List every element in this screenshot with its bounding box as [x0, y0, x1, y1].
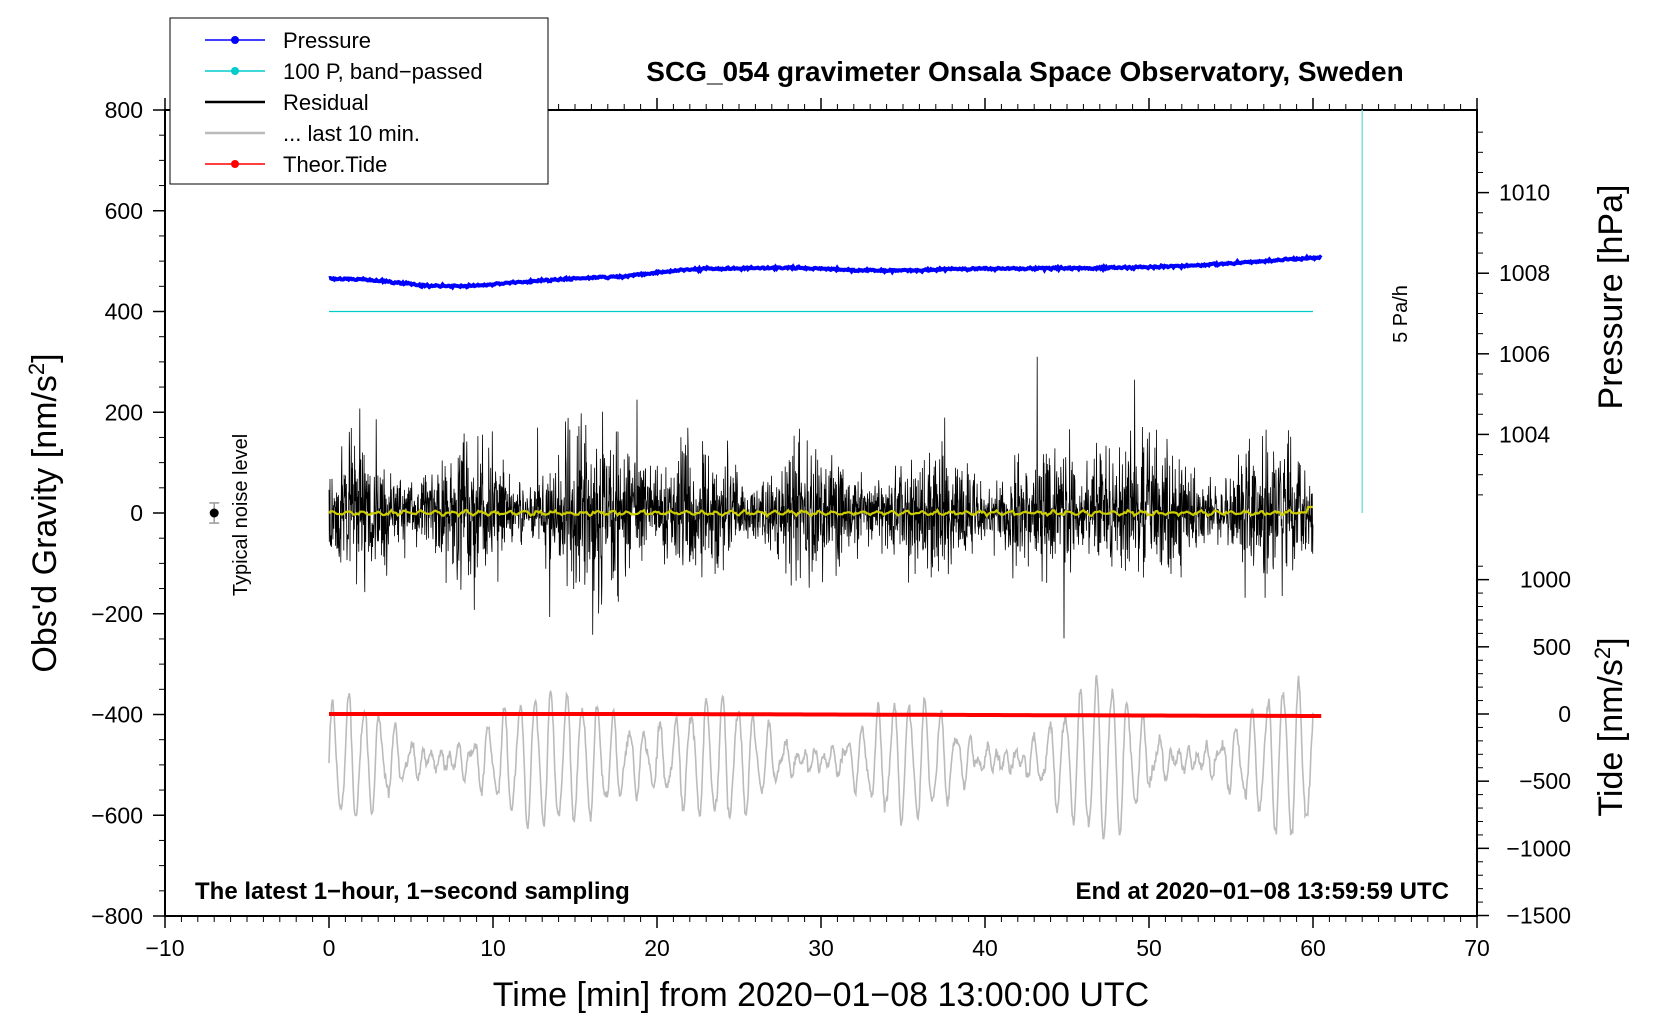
x-tick-label: 0: [323, 935, 336, 961]
x-tick-label: 10: [480, 935, 506, 961]
series-residual-smoothed: [328, 505, 1313, 519]
y-tick-label: −400: [91, 702, 143, 728]
y-axis-label-left: Obs'd Gravity [nm/s2]: [24, 353, 65, 672]
x-tick-label: 70: [1464, 935, 1490, 961]
tide-tick-label: −1000: [1506, 835, 1571, 861]
x-tick-label: 40: [972, 935, 998, 961]
legend-label-residual: Residual: [283, 90, 369, 115]
legend: Pressure 100 P, band−passed Residual ...…: [169, 17, 549, 185]
series-residual: [328, 356, 1314, 639]
series-last-10-min: [328, 674, 1314, 840]
pressure-tick-label: 1004: [1499, 421, 1550, 447]
y-tick-label: −800: [91, 903, 143, 929]
x-tick-label: 50: [1136, 935, 1162, 961]
noise-point: [209, 508, 219, 518]
pressure-tick-label: 1010: [1499, 180, 1550, 206]
rate-marker-label: 5 Pa/h: [1390, 285, 1412, 343]
legend-marker-tide: [231, 160, 239, 168]
x-tick-label: −10: [145, 935, 184, 961]
annotation-right: End at 2020−01−08 13:59:59 UTC: [1075, 878, 1449, 905]
y-tick-label: 0: [130, 500, 143, 526]
noise-level-marker: [209, 502, 220, 524]
annotation-left: The latest 1−hour, 1−second sampling: [195, 878, 630, 905]
y-tick-label: 600: [105, 198, 143, 224]
y-axis-label-pressure: Pressure [hPa]: [1592, 185, 1630, 410]
legend-label-last10: ... last 10 min.: [283, 121, 420, 146]
legend-label-tide: Theor.Tide: [283, 152, 387, 177]
chart-title: SCG_054 gravimeter Onsala Space Observat…: [646, 56, 1403, 87]
pressure-tick-label: 1008: [1499, 260, 1550, 286]
x-tick-label: 20: [644, 935, 670, 961]
tide-tick-label: −500: [1519, 768, 1571, 794]
legend-label-pressure: Pressure: [283, 28, 371, 53]
y-axis-label-tide: Tide [nm/s2]: [1590, 637, 1631, 816]
legend-marker-bandpass: [231, 67, 239, 75]
x-tick-label: 60: [1300, 935, 1326, 961]
series-theor-tide: [329, 712, 1322, 718]
y-tick-label: 400: [105, 299, 143, 325]
y-tick-label: −200: [91, 601, 143, 627]
x-tick-label: 30: [808, 935, 834, 961]
series-pressure: [328, 253, 1323, 291]
tide-tick-label: 1000: [1520, 567, 1571, 593]
x-axis-label: Time [min] from 2020−01−08 13:00:00 UTC: [493, 976, 1149, 1014]
pressure-tick-label: 1006: [1499, 341, 1550, 367]
tide-tick-label: −1500: [1506, 903, 1571, 929]
y-tick-label: 800: [105, 97, 143, 123]
y-tick-label: −600: [91, 802, 143, 828]
noise-level-label: Typical noise level: [230, 434, 252, 596]
y-tick-label: 200: [105, 399, 143, 425]
tide-tick-label: 0: [1558, 701, 1571, 727]
legend-marker-pressure: [231, 36, 239, 44]
tide-tick-label: 500: [1533, 634, 1571, 660]
legend-label-bandpass: 100 P, band−passed: [283, 59, 483, 84]
